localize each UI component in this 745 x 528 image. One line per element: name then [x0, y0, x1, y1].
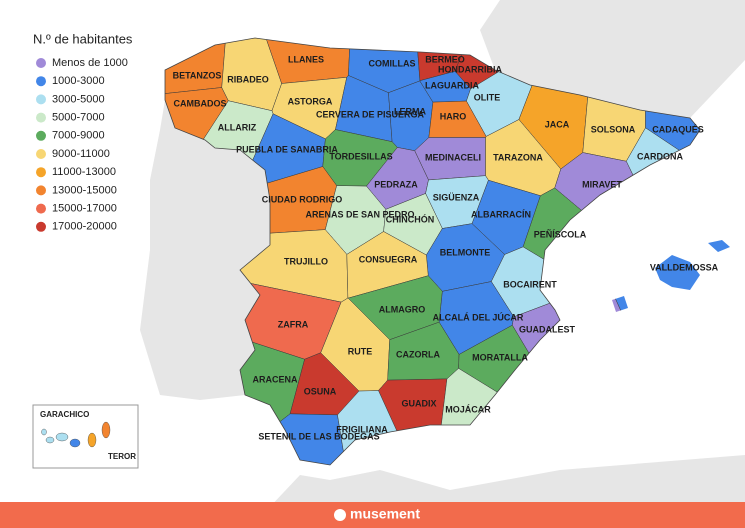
- legend-swatch: [36, 167, 46, 178]
- legend-swatch: [36, 130, 46, 141]
- region-label: COMILLAS: [369, 58, 416, 68]
- region-label: LAGUARDIA: [425, 80, 479, 90]
- region: [348, 38, 421, 93]
- region-label: MEDINACELI: [425, 152, 481, 162]
- region-label: SETENIL DE LAS BODEGAS: [258, 431, 379, 441]
- region-label: TORDESILLAS: [329, 151, 392, 161]
- inset-label: TEROR: [108, 452, 136, 461]
- legend-label: Menos de 1000: [52, 57, 128, 69]
- legend-swatch: [36, 94, 46, 105]
- region-label: CAMBADOS: [174, 98, 227, 108]
- region-label: OSUNA: [304, 386, 337, 396]
- region-label: HONDARRIBIA: [438, 64, 502, 74]
- legend-label: 5000-7000: [52, 112, 105, 124]
- region-label: JACA: [545, 119, 570, 129]
- labels: BETANZOS CAMBADOS RIBADEO LLANES ASTORGA ALLA…: [173, 54, 719, 441]
- region-label: ALLARIZ: [218, 122, 257, 132]
- region-label: GUADALEST: [519, 324, 576, 334]
- region-label: PUEBLA DE SANABRIA: [236, 144, 338, 154]
- region-label: CARDONA: [637, 151, 683, 161]
- legend-label: 15000-17000: [52, 203, 117, 215]
- inset-label: GARACHICO: [40, 410, 89, 419]
- region-label: CHINCHÓN: [386, 213, 435, 224]
- region-label: FRIGILIANA: [336, 424, 388, 434]
- france: [480, 0, 745, 118]
- legend-swatch: [36, 112, 46, 123]
- region-label: PEDRAZA: [374, 179, 418, 189]
- portugal: [140, 100, 270, 400]
- region-label: CONSUEGRA: [359, 254, 418, 264]
- legend-title: N.º de habitantes: [33, 31, 133, 46]
- region-label: RUTE: [348, 346, 373, 356]
- region-label: RIBADEO: [227, 74, 269, 84]
- region-label: SIGÜENZA: [433, 192, 480, 202]
- canary-islands: [41, 421, 111, 448]
- legend-swatch: [36, 221, 46, 232]
- legend-label: 9000-11000: [52, 148, 110, 160]
- region-label: LLANES: [288, 54, 324, 64]
- region-label: PEÑÍSCOLA: [534, 229, 587, 239]
- region-label: TRUJILLO: [284, 256, 328, 266]
- region-label: BELMONTE: [440, 247, 491, 257]
- region-label: ALCALÁ DEL JÚCAR: [433, 311, 524, 322]
- region-label: OLITE: [474, 92, 501, 102]
- legend-label: 7000-9000: [52, 130, 105, 142]
- legend-swatch: [36, 149, 46, 159]
- region-label: ASTORGA: [288, 96, 333, 106]
- region-label: MIRAVET: [582, 179, 622, 189]
- region-label: CERVERA DE PISUERGA: [316, 109, 425, 119]
- region-label: HARO: [440, 111, 467, 121]
- footer-bar: [0, 502, 745, 528]
- region-label: CAZORLA: [396, 349, 440, 359]
- region-label: TARAZONA: [493, 152, 543, 162]
- legend-swatch: [36, 76, 46, 87]
- region-label: ALMAGRO: [379, 304, 426, 314]
- legend-label: 11000-13000: [52, 166, 116, 178]
- inset-box: [32, 404, 139, 469]
- region-label: ARENAS DE SAN PEDRO: [305, 209, 414, 219]
- footer-logo: [334, 509, 346, 521]
- footer-brand: musement: [350, 506, 420, 522]
- legend-swatch: [36, 203, 46, 214]
- legend-swatch: [36, 185, 46, 196]
- legend-label: 13000-15000: [52, 184, 117, 196]
- region-label: BERMEO: [425, 54, 465, 64]
- region-label: ALBARRACÍN: [471, 209, 531, 219]
- region-label: LERMA: [394, 106, 426, 116]
- region-label: GUADIX: [401, 398, 436, 408]
- region-label: CADAQUÉS: [652, 124, 704, 134]
- legend-label: 3000-5000: [52, 93, 105, 105]
- legend-swatch: [36, 58, 46, 68]
- region-label: MOJÁCAR: [445, 404, 491, 414]
- legend-label: 17000-20000: [52, 221, 117, 233]
- region-label: VALLDEMOSSA: [650, 262, 719, 272]
- region-label: ARACENA: [253, 374, 299, 384]
- region-label: ZAFRA: [278, 319, 309, 329]
- legend-label: 1000-3000: [52, 75, 105, 87]
- region-label: BETANZOS: [173, 70, 222, 80]
- region-label: BOCAIRENT: [503, 279, 557, 289]
- region: [611, 196, 730, 465]
- legend: Menos de 1000 1000-3000 3000-5000 5000-7000…: [36, 57, 128, 233]
- region-label: MORATALLA: [472, 352, 528, 362]
- region-label: CIUDAD RODRIGO: [262, 194, 343, 204]
- region-label: SOLSONA: [591, 124, 636, 134]
